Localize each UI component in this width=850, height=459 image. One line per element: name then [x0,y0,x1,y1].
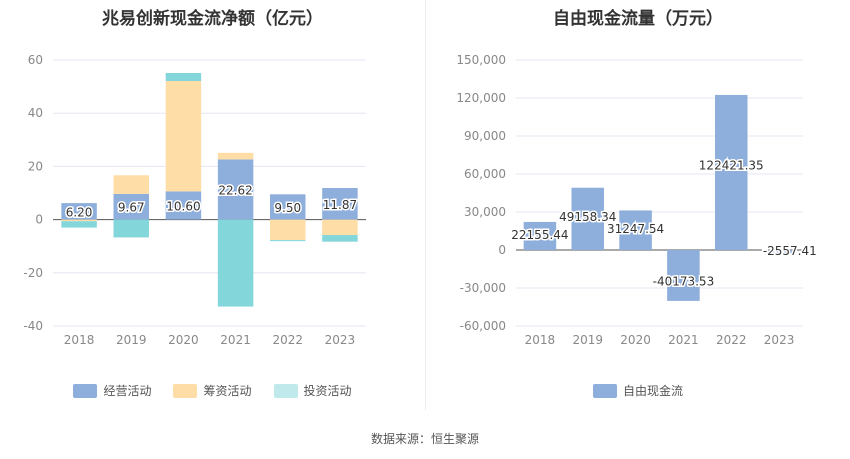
y-tick-label: -40 [23,319,43,333]
y-tick-label: 30,000 [464,205,506,219]
bar-2023 [322,219,358,236]
bar-2023 [322,188,358,220]
legend-label-financing: 筹资活动 [203,384,252,398]
legend-label-operating: 经营活动 [103,384,152,398]
bar-2021 [217,159,254,220]
x-tick-label: 2022 [716,333,747,347]
x-tick-label: 2021 [668,333,699,347]
y-tick-label: 0 [498,243,506,257]
bar-2019 [571,187,605,250]
data-label: -2557.41 [763,244,817,258]
y-tick-label: 20 [28,159,43,173]
bar-2023 [762,250,796,254]
bar-2021 [667,250,700,301]
x-tick-label: 2018 [64,333,95,347]
y-tick-label: 120,000 [456,91,506,105]
x-tick-label: 2018 [525,333,556,347]
x-tick-label: 2019 [572,333,603,347]
legend-label-free-cash-flow: 自由现金流 [622,384,683,398]
bar-2020 [165,81,202,192]
bar-2022 [270,194,306,220]
data-label: 9.50 [274,201,301,215]
y-tick-label: 0 [35,213,43,227]
cash-flow-legend: 经营活动 筹资活动 投资活动 [0,382,425,399]
legend-item-free-cash-flow[interactable]: 自由现金流 [592,382,683,399]
data-label: 31247.54 [607,222,664,236]
data-label: 10.60 [166,200,200,214]
cash-flow-chart-panel: 兆易创新现金流净额（亿元） -40 -20 0 20 40 60 2018 2019 2020 2… [0,0,425,420]
free-cash-flow-legend: 自由现金流 [426,382,850,399]
data-label: 9.67 [118,201,145,215]
y-tick-label: 60,000 [464,167,506,181]
y-tick-label: -60,000 [460,319,506,333]
data-label: 49158.34 [559,210,616,224]
bar-2023 [322,235,358,242]
legend-item-investing[interactable]: 投资活动 [273,382,352,399]
legend-swatch-investing [273,383,298,398]
y-tick-label: 40 [28,106,43,120]
bar-2019 [113,193,149,220]
x-tick-label: 2020 [168,333,199,347]
y-tick-label: 90,000 [464,129,506,143]
bar-2021 [217,219,254,307]
free-cash-flow-chart-panel: 自由现金流量（万元） -60,000 -30,000 0 30,000 60,000 90… [426,0,850,420]
x-tick-label: 2022 [272,333,303,347]
x-tick-label: 2023 [325,333,356,347]
y-tick-label: 60 [28,53,43,67]
legend-swatch-operating [73,383,98,398]
bar-2020 [165,73,202,82]
data-label: 122421.35 [699,159,764,173]
x-tick-label: 2019 [116,333,147,347]
legend-swatch-free-cash-flow [592,383,617,398]
y-tick-label: -20 [23,266,43,280]
data-label: 22155.44 [511,228,568,242]
bar-2018 [61,219,97,222]
bar-2019 [113,219,149,238]
x-tick-label: 2021 [220,333,251,347]
bar-2022 [270,219,306,241]
data-source-footer: 数据来源：恒生聚源 [370,432,479,446]
legend-swatch-financing [173,383,198,398]
panel-divider [425,0,426,410]
y-tick-label: -30,000 [460,281,506,295]
free-cash-flow-chart: -60,000 -30,000 0 30,000 60,000 90,000 120,000… [456,53,818,347]
data-label: 22.62 [218,184,252,198]
bar-2022 [714,94,748,250]
bar-2018 [523,221,557,250]
cash-flow-chart: -40 -20 0 20 40 60 2018 2019 2020 2021 2022 2023 6.2… [23,53,366,347]
cash-flow-chart-title: 兆易创新现金流净额（亿元） [102,9,323,29]
bar-2018 [61,221,97,228]
x-tick-label: 2023 [764,333,795,347]
bar-2022 [270,240,306,242]
bar-2018 [61,203,97,220]
free-cash-flow-chart-title: 自由现金流量（万元） [553,9,723,29]
bar-2020 [619,210,652,250]
y-tick-label: 150,000 [456,53,506,67]
legend-item-operating[interactable]: 经营活动 [73,382,151,399]
bar-2021 [217,152,254,160]
bar-2020 [165,191,202,220]
legend-item-financing[interactable]: 筹资活动 [173,382,252,399]
legend-label-investing: 投资活动 [303,384,352,398]
data-label: 6.20 [66,205,93,219]
bar-2019 [113,175,149,194]
x-tick-label: 2020 [620,333,651,347]
data-label: 11.87 [323,198,357,212]
data-label: -40173.53 [653,275,715,289]
